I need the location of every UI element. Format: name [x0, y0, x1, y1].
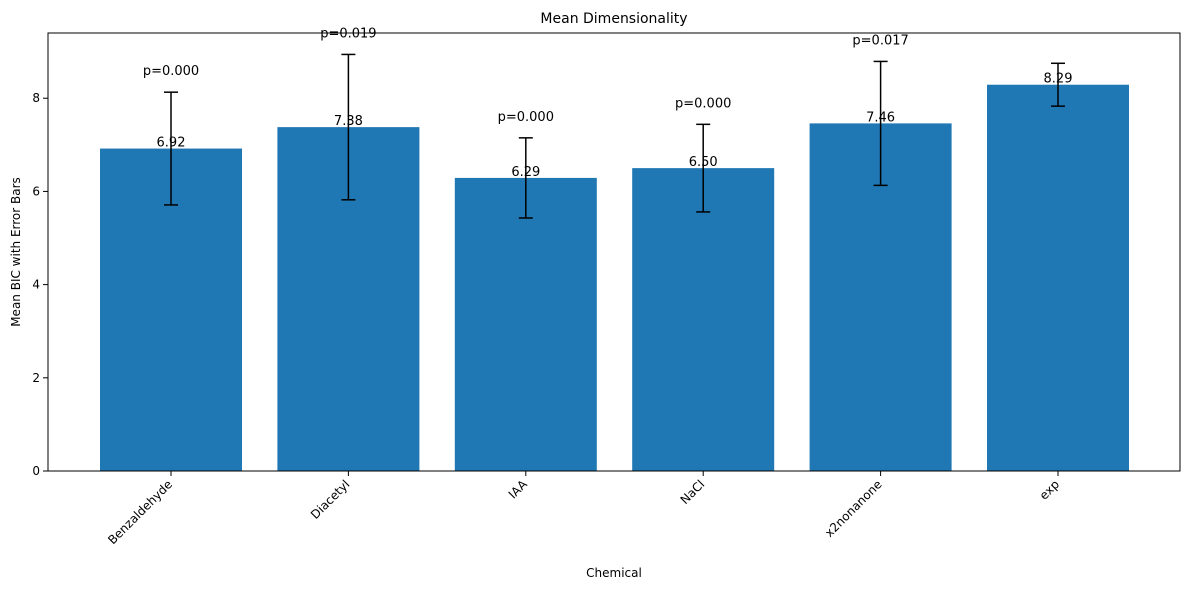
bars-layer	[100, 84, 1129, 472]
p-value-label: p=0.019	[320, 26, 376, 41]
x-tick-label: Benzaldehyde	[105, 477, 175, 547]
value-label: 6.92	[157, 136, 186, 151]
bar	[632, 168, 775, 471]
x-axis: Benzaldehyde Diacetyl IAA NaCl x2nonanone exp	[105, 471, 1062, 547]
y-tick-label: 6	[32, 184, 40, 198]
x-tick-label: exp	[1037, 477, 1062, 502]
error-bars-layer	[164, 53, 1065, 219]
x-tick-label: NaCl	[678, 477, 708, 507]
y-tick-label: 8	[32, 91, 40, 105]
p-value-label: p=0.017	[852, 33, 908, 48]
y-axis: 0 2 4 6 8	[32, 91, 48, 478]
value-label: 7.46	[866, 110, 895, 125]
x-tick-label: IAA	[506, 477, 531, 502]
p-value-label: p=0.000	[143, 64, 199, 79]
x-tick-label: Diacetyl	[308, 477, 353, 522]
plot-frame	[47, 32, 1181, 472]
y-tick-label: 2	[32, 371, 40, 385]
value-label: 8.29	[1044, 72, 1073, 87]
y-axis-label: Mean BIC with Error Bars	[9, 177, 23, 327]
y-tick-label: 4	[32, 278, 40, 292]
value-label: 6.29	[511, 165, 540, 180]
value-label: 7.38	[334, 114, 363, 129]
x-axis-label: Chemical	[586, 566, 642, 580]
bar	[454, 177, 597, 471]
y-tick-label: 0	[32, 464, 40, 478]
p-value-label: p=0.000	[675, 96, 731, 111]
chart-title: Mean Dimensionality	[540, 11, 687, 27]
value-labels-layer: 6.92 p=0.000 7.38 p=0.019 6.29 p=0.000 6.50 p=0…	[143, 26, 1073, 179]
bar	[987, 84, 1129, 471]
p-value-label: p=0.000	[498, 110, 554, 125]
x-tick-label: x2nonanone	[822, 477, 885, 540]
value-label: 6.50	[689, 155, 718, 170]
